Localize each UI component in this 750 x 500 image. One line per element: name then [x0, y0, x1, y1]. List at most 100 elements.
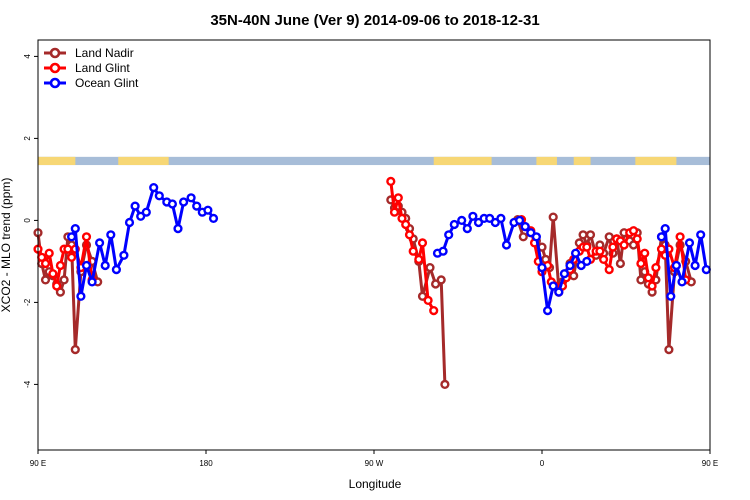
data-point	[81, 260, 92, 271]
data-point	[100, 260, 110, 271]
data-point	[518, 232, 528, 242]
data-point	[696, 230, 706, 240]
data-point	[59, 275, 69, 285]
data-point	[537, 263, 547, 273]
data-point	[701, 265, 711, 275]
data-point	[87, 277, 97, 287]
data-point	[106, 230, 116, 240]
legend-label: Land Nadir	[75, 46, 134, 60]
data-point	[570, 248, 581, 258]
data-point	[179, 197, 189, 207]
y-tick-label: -4	[23, 380, 32, 388]
x-tick-label: 180	[199, 459, 213, 468]
data-point	[675, 232, 685, 242]
data-point	[666, 291, 676, 301]
data-point	[48, 269, 58, 279]
data-point	[565, 260, 575, 271]
series-line	[436, 214, 588, 313]
data-point	[615, 258, 626, 269]
map-strip-land	[635, 156, 677, 166]
y-tick-label: 4	[23, 54, 32, 59]
x-axis-label: Longitude	[349, 477, 402, 491]
data-point	[632, 234, 642, 244]
data-point	[595, 246, 605, 256]
data-point	[582, 256, 592, 267]
legend-label: Land Glint	[75, 61, 130, 75]
data-point	[429, 306, 439, 316]
data-point	[44, 248, 54, 258]
data-point	[154, 191, 164, 201]
data-point	[619, 240, 629, 250]
y-tick-label: -2	[23, 298, 32, 306]
data-point	[444, 230, 454, 240]
data-point	[141, 207, 151, 217]
legend-swatch-marker	[49, 47, 61, 59]
data-point	[598, 254, 609, 265]
data-point	[559, 269, 570, 279]
data-point	[457, 215, 467, 226]
data-point	[647, 281, 657, 291]
data-point	[173, 224, 183, 234]
data-point	[414, 254, 424, 265]
map-strip-land	[433, 156, 492, 166]
data-point	[186, 193, 196, 203]
map-strip	[38, 156, 710, 166]
data-point	[671, 260, 682, 271]
data-point	[438, 246, 448, 256]
legend-label: Ocean Glint	[75, 76, 139, 90]
data-point	[520, 222, 530, 232]
data-point	[651, 263, 661, 273]
data-point	[684, 238, 695, 248]
map-strip-land	[38, 156, 76, 166]
data-point	[660, 224, 670, 234]
x-tick-label: 90 E	[30, 459, 46, 468]
data-point	[531, 232, 542, 242]
y-axis-label: XCO2 - MLO trend (ppm)	[0, 178, 13, 313]
data-point	[408, 246, 418, 256]
series-line	[389, 199, 447, 385]
data-point	[94, 238, 105, 248]
data-point	[501, 240, 512, 250]
data-point	[514, 215, 525, 226]
data-point	[70, 345, 80, 355]
data-point	[401, 219, 411, 230]
data-point	[55, 260, 66, 271]
chart-title: 35N-40N June (Ver 9) 2014-09-06 to 2018-…	[210, 12, 539, 29]
data-point	[404, 230, 415, 240]
data-point	[462, 224, 472, 234]
data-point	[436, 275, 446, 285]
data-point	[585, 230, 596, 240]
data-point	[52, 281, 62, 291]
data-point	[63, 244, 73, 254]
data-point	[386, 176, 396, 187]
data-point	[656, 232, 667, 242]
data-point	[124, 217, 135, 228]
map-strip-land	[536, 156, 557, 166]
legend-swatch-marker	[49, 62, 61, 74]
data-point	[393, 193, 403, 203]
data-point	[66, 232, 77, 242]
data-point	[640, 248, 650, 258]
data-point	[208, 213, 219, 224]
data-point	[192, 201, 202, 211]
data-point	[542, 306, 553, 316]
data-point	[496, 213, 506, 224]
data-point	[389, 207, 400, 217]
data-point	[167, 199, 178, 209]
data-point	[417, 238, 428, 248]
data-point	[130, 201, 140, 211]
data-point	[119, 250, 129, 260]
y-tick-label: 2	[23, 136, 32, 141]
data-point	[664, 345, 674, 355]
data-point	[604, 232, 614, 242]
y-tick-label: 0	[23, 218, 32, 223]
x-tick-label: 0	[540, 459, 545, 468]
data-point	[440, 379, 450, 390]
data-point	[425, 263, 435, 273]
x-tick-label: 90 W	[365, 459, 384, 468]
x-tick-label: 90 E	[702, 459, 718, 468]
data-point	[677, 277, 687, 287]
data-point	[628, 226, 639, 236]
plot-series	[33, 176, 711, 390]
